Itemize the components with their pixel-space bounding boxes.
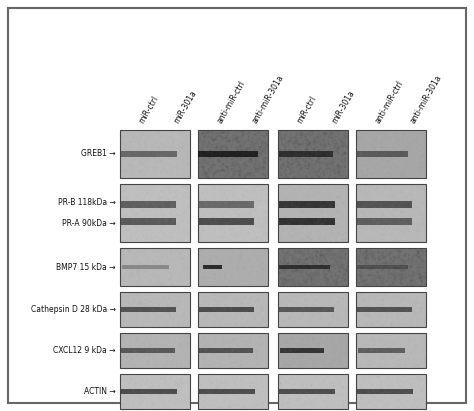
Bar [357, 389, 413, 394]
Bar [198, 292, 268, 327]
Bar [356, 184, 426, 242]
Bar [357, 151, 408, 157]
Text: BMP7 15 kDa →: BMP7 15 kDa → [56, 263, 116, 272]
Text: GREB1 →: GREB1 → [82, 150, 116, 159]
Bar [120, 184, 190, 242]
Text: Cathepsin D 28 kDa →: Cathepsin D 28 kDa → [31, 305, 116, 314]
Bar [279, 265, 330, 269]
Bar [279, 151, 333, 157]
Bar [121, 307, 176, 312]
Bar [121, 349, 174, 353]
Bar [278, 184, 348, 242]
Bar [199, 349, 253, 353]
Bar [120, 333, 190, 368]
Text: anti-miR-ctrl: anti-miR-ctrl [374, 79, 405, 125]
Bar [199, 389, 255, 394]
Bar [121, 389, 177, 394]
Bar [278, 374, 348, 409]
Bar [120, 130, 190, 178]
Bar [198, 130, 268, 178]
Bar [278, 248, 348, 286]
Bar [198, 151, 258, 157]
Text: anti-miR-ctrl: anti-miR-ctrl [216, 79, 247, 125]
Bar [357, 218, 412, 225]
Bar [279, 389, 336, 394]
Bar [198, 333, 268, 368]
Bar [198, 374, 268, 409]
Text: PR-A 90kDa →: PR-A 90kDa → [63, 219, 116, 228]
Bar [199, 307, 254, 312]
Text: miR-301a: miR-301a [330, 89, 356, 125]
Bar [122, 265, 169, 269]
Bar [357, 201, 412, 208]
Bar [356, 130, 426, 178]
Bar [203, 265, 222, 269]
Bar [278, 333, 348, 368]
Text: anti-miR-301a: anti-miR-301a [250, 73, 285, 125]
Bar [356, 333, 426, 368]
Bar [356, 248, 426, 286]
Bar [357, 265, 408, 269]
Bar [198, 248, 268, 286]
Bar [279, 201, 336, 208]
Text: PR-B 118kDa →: PR-B 118kDa → [58, 198, 116, 207]
Bar [356, 292, 426, 327]
Bar [120, 374, 190, 409]
Text: miR-ctrl: miR-ctrl [295, 94, 319, 125]
Text: ACTIN →: ACTIN → [84, 387, 116, 396]
Bar [121, 218, 176, 225]
Bar [199, 201, 254, 208]
Bar [279, 218, 336, 225]
Bar [199, 218, 254, 225]
Bar [121, 151, 172, 157]
Bar [358, 349, 405, 353]
Bar [121, 201, 176, 208]
Bar [121, 151, 177, 157]
Bar [280, 349, 324, 353]
Text: miR-301a: miR-301a [173, 89, 199, 125]
Bar [120, 248, 190, 286]
Text: miR-ctrl: miR-ctrl [137, 94, 160, 125]
Bar [357, 307, 412, 312]
Text: anti-miR-301a: anti-miR-301a [409, 73, 444, 125]
Bar [278, 130, 348, 178]
Text: CXCL12 9 kDa →: CXCL12 9 kDa → [54, 346, 116, 355]
Bar [279, 307, 334, 312]
Bar [278, 292, 348, 327]
Bar [358, 151, 405, 157]
Bar [198, 184, 268, 242]
Bar [120, 292, 190, 327]
Bar [356, 374, 426, 409]
